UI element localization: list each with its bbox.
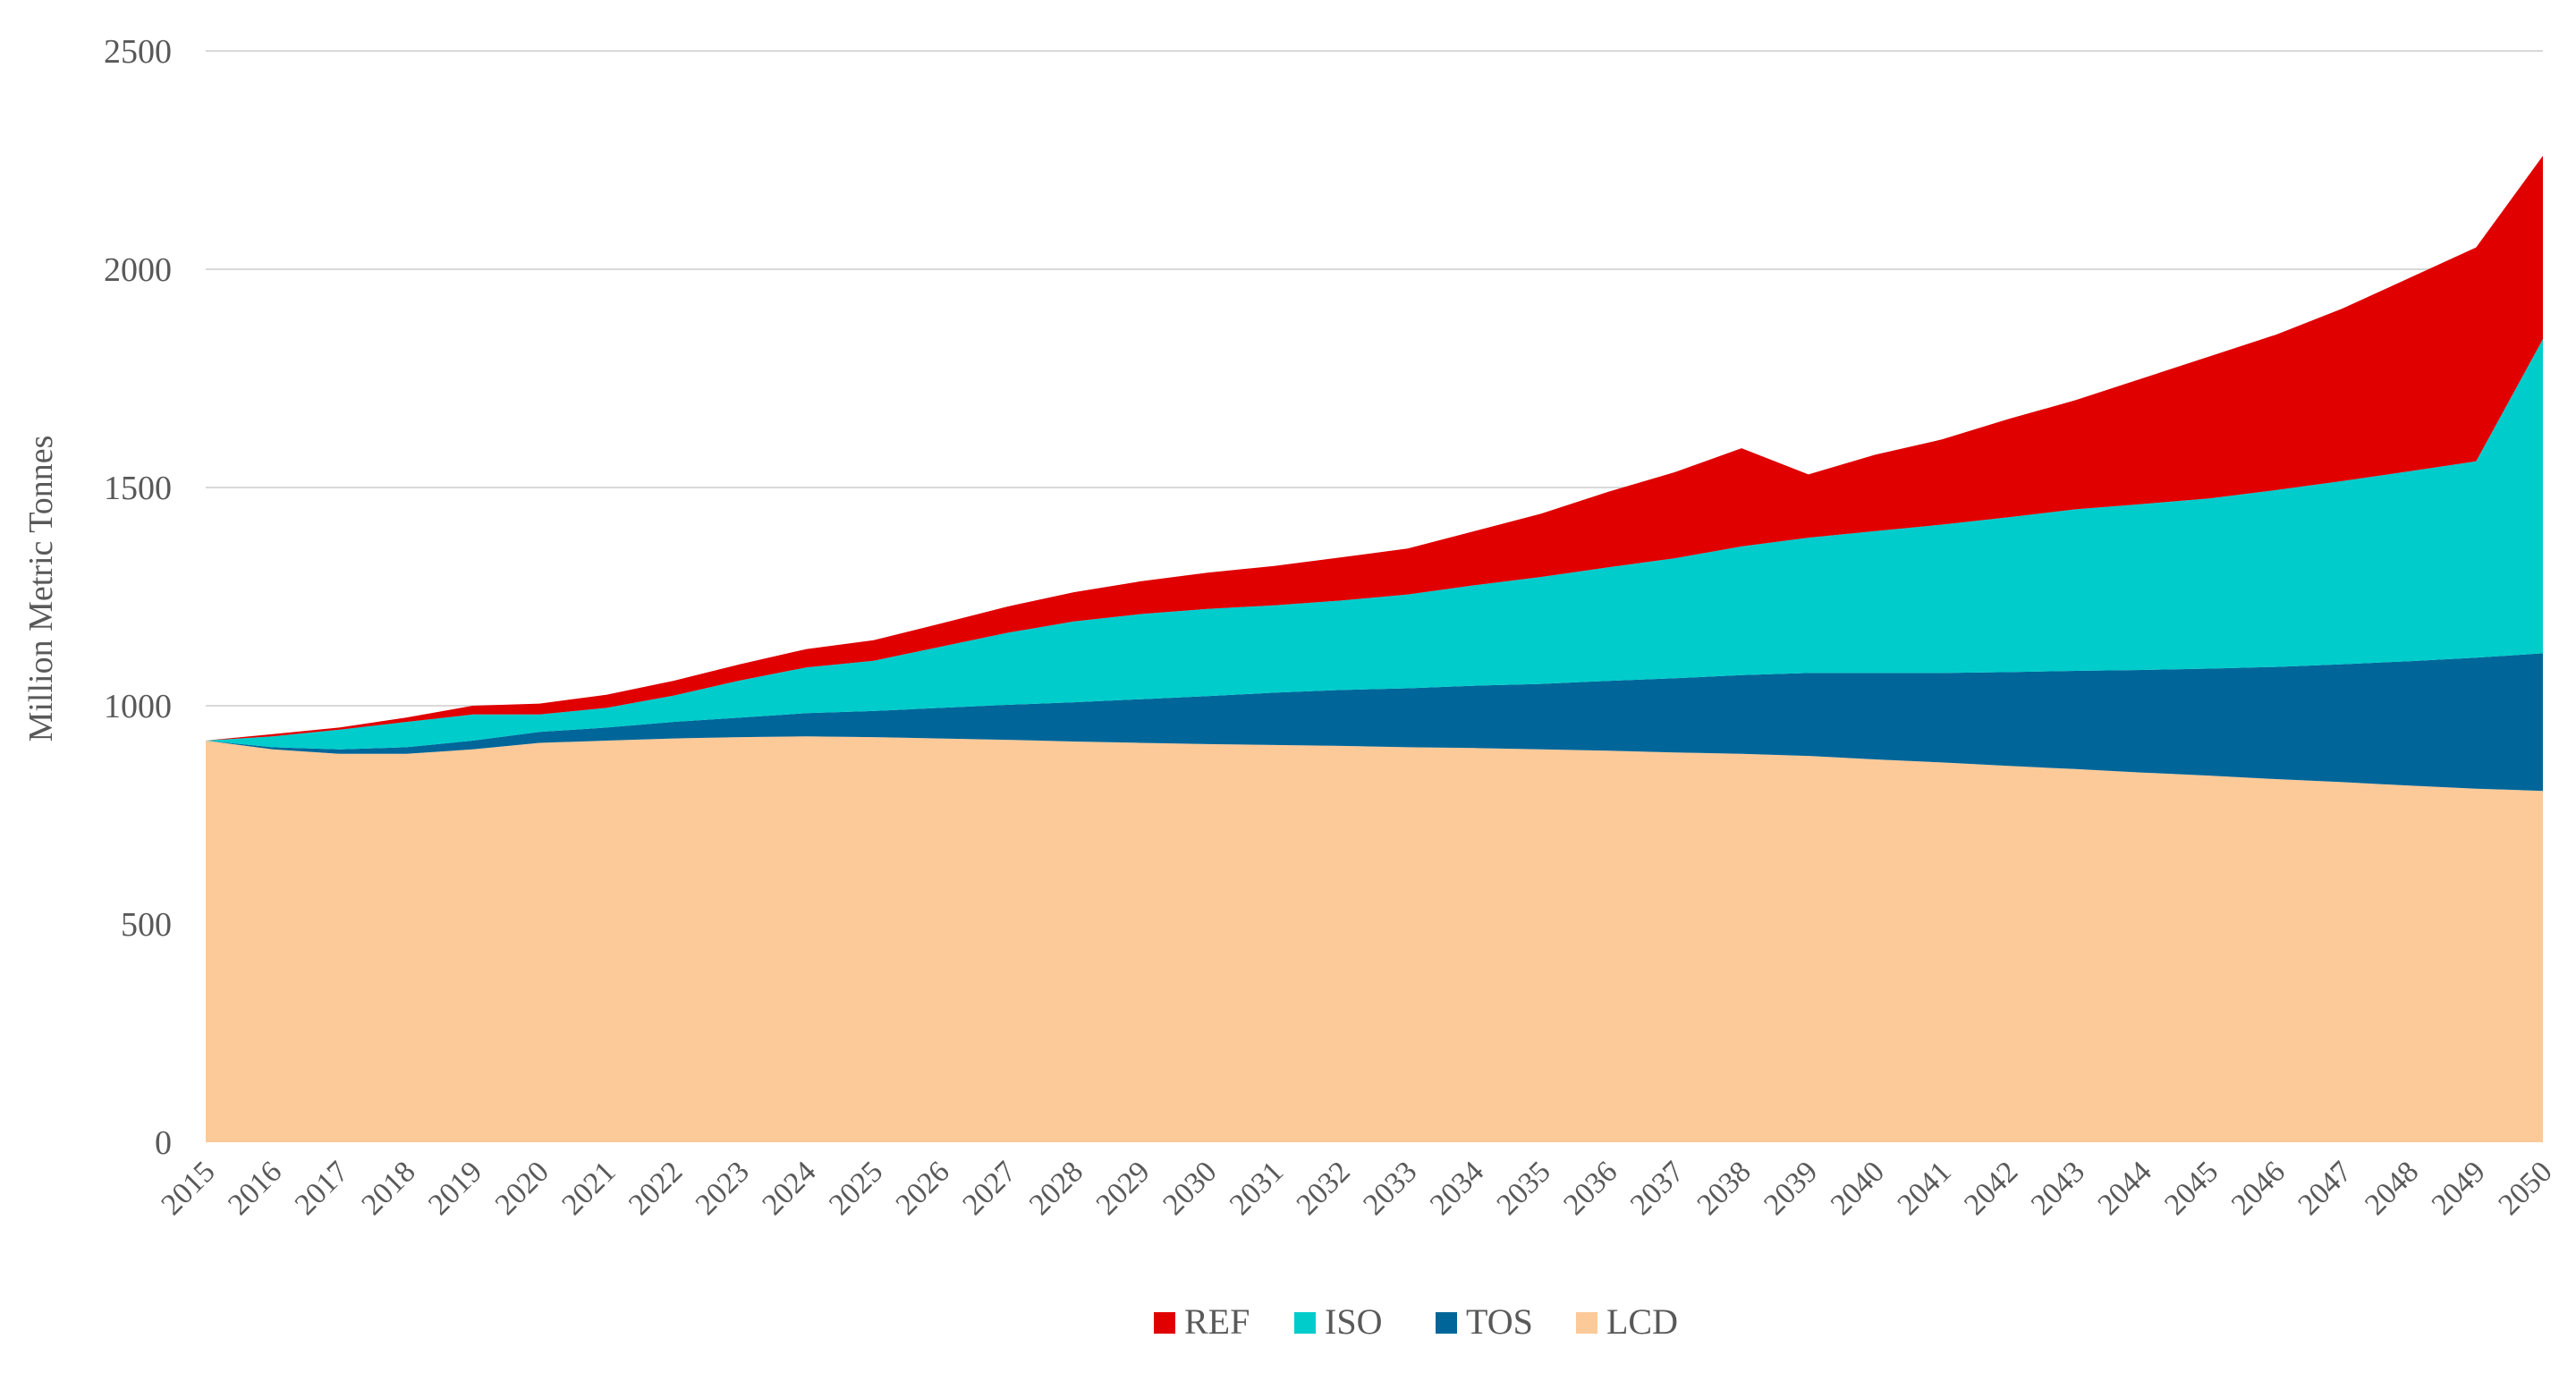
x-tick-label: 2050 <box>2492 1155 2558 1221</box>
x-tick-label: 2045 <box>2158 1155 2224 1221</box>
x-tick-label: 2031 <box>1224 1155 1290 1221</box>
y-axis: 0 500 1000 1500 2000 2500 <box>104 33 172 1162</box>
legend-label-tos: TOS <box>1466 1301 1533 1342</box>
y-tick-label: 2500 <box>104 33 172 71</box>
x-tick-label: 2041 <box>1892 1155 1958 1221</box>
x-tick-label: 2035 <box>1491 1155 1557 1221</box>
y-axis-title: Million Metric Tonnes <box>22 436 60 742</box>
legend-label-lcd: LCD <box>1606 1301 1678 1342</box>
x-tick-label: 2016 <box>222 1155 288 1221</box>
area-series-layer <box>206 156 2543 1142</box>
legend-swatch-ref <box>1154 1312 1175 1334</box>
y-tick-label: 2000 <box>104 251 172 289</box>
area-series-iso <box>206 339 2543 750</box>
x-axis: 2015 2016 2017 2018 2019 2020 2021 2022 2023 2024… <box>155 1155 2558 1221</box>
x-tick-label: 2038 <box>1691 1155 1758 1221</box>
x-tick-label: 2043 <box>2025 1155 2091 1221</box>
legend-label-iso: ISO <box>1325 1301 1382 1342</box>
x-tick-label: 2047 <box>2292 1155 2358 1221</box>
x-tick-label: 2021 <box>555 1155 622 1221</box>
x-tick-label: 2025 <box>823 1155 889 1221</box>
area-series-tos <box>206 653 2543 792</box>
legend-swatch-iso <box>1294 1312 1316 1334</box>
x-tick-label: 2044 <box>2092 1155 2158 1221</box>
x-tick-label: 2042 <box>1958 1155 2024 1221</box>
x-tick-label: 2046 <box>2225 1155 2292 1221</box>
x-tick-label: 2024 <box>756 1155 822 1221</box>
legend-label-ref: REF <box>1184 1301 1250 1342</box>
x-tick-label: 2027 <box>956 1155 1022 1221</box>
x-tick-label: 2026 <box>890 1155 956 1221</box>
x-tick-label: 2015 <box>155 1155 221 1221</box>
x-tick-label: 2028 <box>1023 1155 1089 1221</box>
y-tick-label: 500 <box>121 906 172 944</box>
legend-swatch-lcd <box>1576 1312 1597 1334</box>
x-tick-label: 2040 <box>1825 1155 1891 1221</box>
x-tick-label: 2022 <box>623 1155 689 1221</box>
x-tick-label: 2036 <box>1557 1155 1623 1221</box>
y-tick-label: 1500 <box>104 470 172 507</box>
x-tick-label: 2049 <box>2426 1155 2492 1221</box>
x-tick-label: 2048 <box>2359 1155 2425 1221</box>
area-series-lcd <box>206 736 2543 1142</box>
x-tick-label: 2023 <box>690 1155 756 1221</box>
y-tick-label: 0 <box>155 1124 172 1162</box>
legend: REF ISO TOS LCD <box>1154 1301 1678 1342</box>
x-tick-label: 2029 <box>1090 1155 1157 1221</box>
x-tick-label: 2039 <box>1758 1155 1824 1221</box>
legend-swatch-tos <box>1436 1312 1457 1334</box>
x-tick-label: 2018 <box>355 1155 421 1221</box>
y-tick-label: 1000 <box>104 688 172 725</box>
x-tick-label: 2034 <box>1424 1155 1490 1221</box>
x-tick-label: 2032 <box>1291 1155 1357 1221</box>
x-tick-label: 2033 <box>1357 1155 1423 1221</box>
x-tick-label: 2020 <box>489 1155 555 1221</box>
x-tick-label: 2037 <box>1624 1155 1690 1221</box>
x-tick-label: 2030 <box>1157 1155 1223 1221</box>
area-series-ref <box>206 156 2543 742</box>
x-tick-label: 2017 <box>289 1155 355 1221</box>
x-tick-label: 2019 <box>422 1155 488 1221</box>
